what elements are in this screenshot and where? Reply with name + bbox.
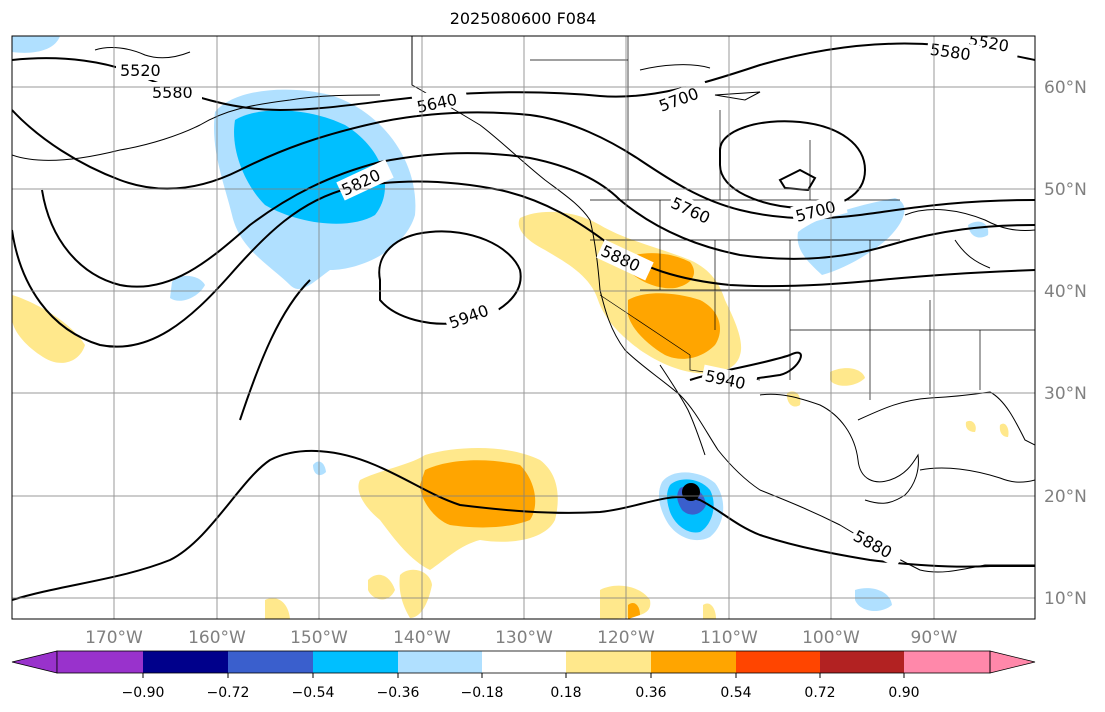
colorbar-tick-1: −0.72 bbox=[207, 685, 250, 701]
colorbar-tick-0: −0.90 bbox=[122, 685, 165, 701]
colorbar-tick-7: 0.54 bbox=[720, 685, 751, 701]
lon-tick-110w: 110°W bbox=[700, 628, 758, 648]
colorbar-tick-2: −0.54 bbox=[292, 685, 335, 701]
lon-tick-150w: 150°W bbox=[290, 628, 348, 648]
colorbar-tick-3: −0.36 bbox=[377, 685, 420, 701]
colorbar-tick-4: −0.18 bbox=[461, 685, 504, 701]
lon-tick-90w: 90°W bbox=[911, 628, 958, 648]
lat-tick-50n: 50°N bbox=[1044, 180, 1087, 200]
map-title: 2025080600 F084 bbox=[449, 9, 597, 28]
colorbar-tick-6: 0.36 bbox=[635, 685, 666, 701]
political-borders bbox=[530, 36, 1035, 400]
latitude-tick-labels: 60°N 50°N 40°N 30°N 20°N 10°N bbox=[1044, 78, 1087, 609]
lon-tick-170w: 170°W bbox=[85, 628, 143, 648]
longitude-tick-labels: 170°W 160°W 150°W 140°W 130°W 120°W 110°… bbox=[85, 628, 958, 648]
colorbar-tick-8: 0.72 bbox=[804, 685, 835, 701]
lat-tick-60n: 60°N bbox=[1044, 78, 1087, 98]
lon-tick-120w: 120°W bbox=[597, 628, 655, 648]
colorbar-tick-9: 0.90 bbox=[888, 685, 919, 701]
colorbar: −0.90 −0.72 −0.54 −0.36 −0.18 0.18 0.36 … bbox=[11, 650, 1036, 701]
contour-label-5580-west: 5580 bbox=[152, 83, 193, 102]
lat-tick-20n: 20°N bbox=[1044, 487, 1087, 507]
lon-tick-100w: 100°W bbox=[802, 628, 860, 648]
colorbar-tick-5: 0.18 bbox=[550, 685, 581, 701]
shaded-anomaly-fields bbox=[12, 36, 1009, 619]
lon-tick-160w: 160°W bbox=[188, 628, 246, 648]
gridlines bbox=[12, 36, 1035, 619]
coastlines bbox=[12, 36, 1035, 573]
lon-tick-130w: 130°W bbox=[495, 628, 553, 648]
map-frame bbox=[11, 35, 1036, 620]
lat-tick-10n: 10°N bbox=[1044, 589, 1087, 609]
lat-tick-30n: 30°N bbox=[1044, 384, 1087, 404]
lat-tick-40n: 40°N bbox=[1044, 282, 1087, 302]
lon-tick-140w: 140°W bbox=[393, 628, 451, 648]
colorbar-min-extend bbox=[11, 650, 58, 674]
colorbar-max-extend bbox=[989, 650, 1036, 674]
contour-label-5520-west: 5520 bbox=[120, 61, 161, 80]
